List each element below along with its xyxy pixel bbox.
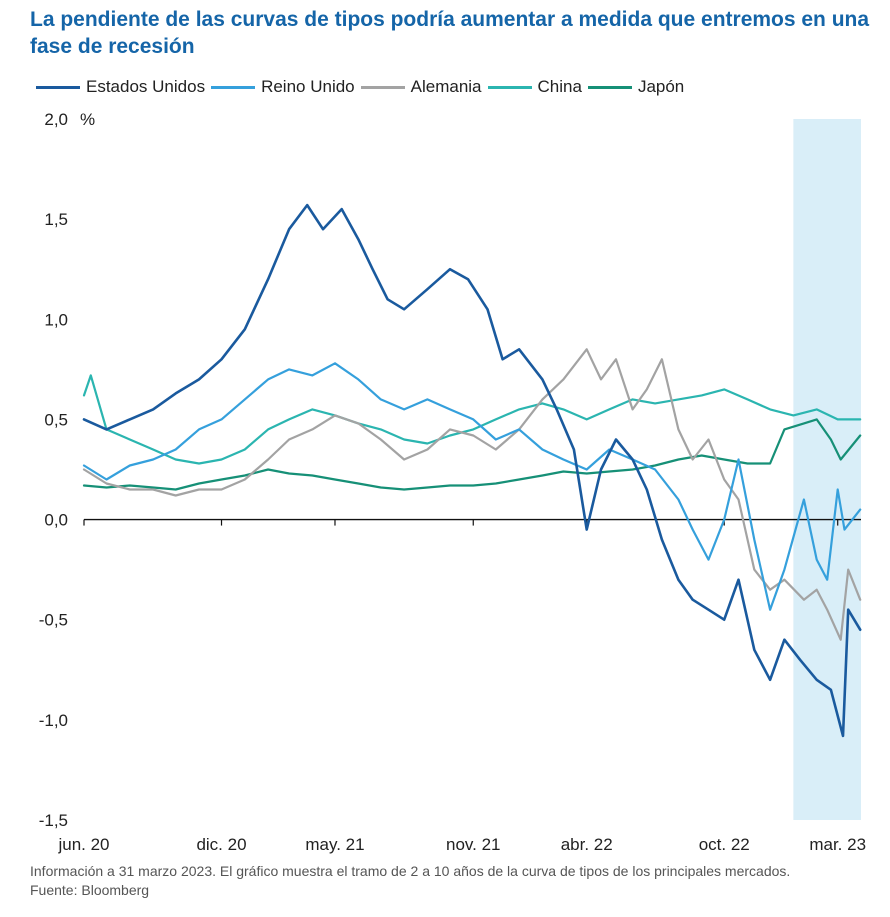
y-tick-label: 0,0 [44, 511, 68, 530]
y-tick-label: 1,5 [44, 210, 68, 229]
legend-label: Alemania [410, 77, 482, 96]
x-tick-label: mar. 23 [809, 835, 866, 854]
series-line-alemania [82, 348, 862, 641]
y-tick-label: 0,5 [44, 410, 68, 429]
y-axis-unit: % [80, 110, 95, 129]
y-tick-label: -0,5 [39, 611, 68, 630]
legend-label: Reino Unido [261, 77, 355, 96]
series-line-jap-n [82, 418, 862, 491]
legend-label: Japón [637, 77, 685, 96]
legend-item: China [487, 77, 582, 97]
series-line-reino-unido [82, 362, 862, 611]
series-line-estados-unidos [82, 203, 862, 738]
legend-swatch [587, 85, 632, 89]
shaded-region [793, 119, 861, 820]
legend-item: Alemania [360, 77, 482, 97]
y-tick-label: 1,0 [44, 310, 68, 329]
legend-item: Japón [587, 77, 685, 97]
y-tick-label: 2,0 [44, 110, 68, 129]
x-tick-label: jun. 20 [57, 835, 109, 854]
chart-title: La pendiente de las curvas de tipos podr… [30, 8, 870, 58]
x-tick-label: nov. 21 [446, 835, 501, 854]
legend-item: Reino Unido [211, 77, 355, 97]
x-tick-label: abr. 22 [561, 835, 613, 854]
legend-swatch [36, 85, 80, 89]
footnote: Información a 31 marzo 2023. El gráfico … [30, 863, 791, 898]
legend-label: China [537, 77, 582, 96]
x-tick-label: oct. 22 [699, 835, 750, 854]
legend-swatch [211, 85, 256, 89]
y-tick-label: -1,0 [39, 711, 68, 730]
chart-legend: Estados Unidos Reino Unido Alemania China Ja… [36, 74, 690, 100]
legend-swatch [487, 85, 532, 89]
x-tick-label: dic. 20 [196, 835, 246, 854]
legend-item: Estados Unidos [36, 77, 205, 97]
legend-label: Estados Unidos [86, 77, 206, 96]
x-tick-label: may. 21 [305, 835, 364, 854]
legend-swatch [360, 85, 405, 89]
y-tick-label: -1,5 [39, 811, 68, 830]
